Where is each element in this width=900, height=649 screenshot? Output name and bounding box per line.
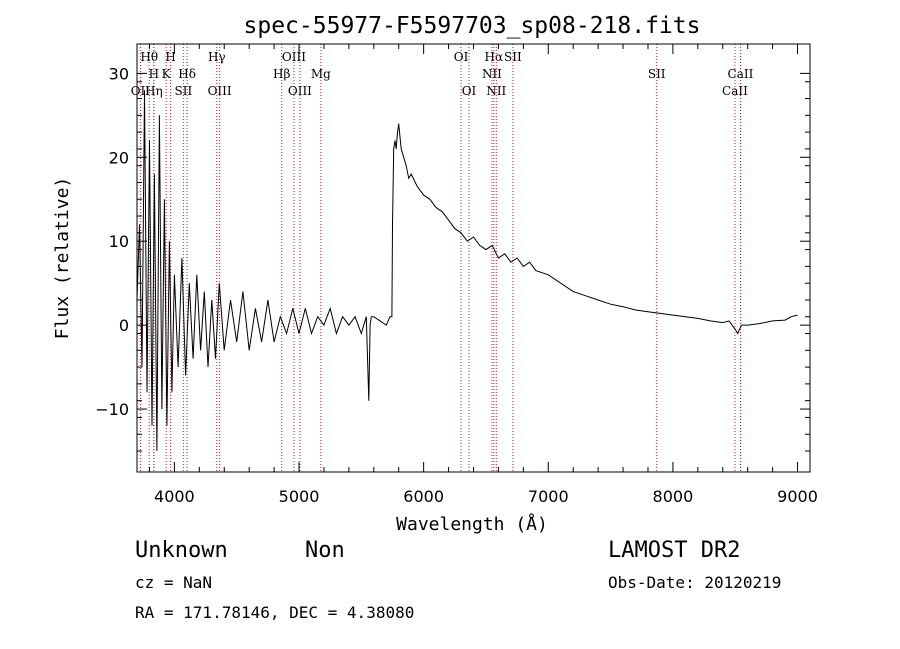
line-label-18: NII (482, 67, 502, 81)
line-label-13: OIII (288, 84, 312, 98)
y-tick-label-4: 30 (109, 64, 129, 83)
y-tick-label-0: −10 (95, 400, 129, 419)
x-tick-label-2: 6000 (403, 487, 444, 506)
x-axis-label: Wavelength (Å) (396, 513, 548, 535)
line-label-0: Hθ (140, 50, 158, 64)
line-label-19: NII (486, 84, 506, 98)
series-line-0 (136, 90, 798, 452)
line-label-16: Hα (485, 50, 504, 64)
line-label-2: OII (131, 84, 151, 98)
line-label-6: Hδ (178, 67, 196, 81)
line-label-15: OI (462, 84, 477, 98)
x-tick-label-0: 4000 (154, 487, 195, 506)
class-label: Unknown (135, 538, 228, 563)
line-label-12: Mg (311, 67, 331, 81)
line-label-7: SII (175, 84, 193, 98)
axis-ticks: 4000 5000 6000 7000 8000 9000 −10 0 10 20 30 (95, 44, 818, 506)
plot-frame (136, 43, 811, 473)
line-label-3: Hη (145, 84, 163, 98)
line-label-9: OIII (208, 84, 232, 98)
survey-label: LAMOST DR2 (608, 538, 741, 563)
y-axis-label: Flux (relative) (52, 177, 73, 340)
x-tick-label-1: 5000 (279, 487, 320, 506)
y-tick-label-3: 20 (109, 148, 129, 167)
coords-label: RA = 171.78146, DEC = 4.38080 (135, 603, 415, 622)
line-label-4: H (165, 50, 175, 64)
obs-date-label: Obs-Date: 20120219 (608, 573, 782, 592)
line-label-21: CaII (728, 67, 754, 81)
y-tick-label-2: 10 (109, 232, 129, 251)
x-tick-label-4: 8000 (653, 487, 694, 506)
line-label-14: OI (454, 50, 469, 64)
chart-title: spec-55977-F5597703_sp08-218.fits (244, 13, 701, 39)
line-label-5: K (162, 67, 172, 81)
line-label-11: Hβ (273, 67, 290, 81)
y-tick-label-1: 0 (119, 316, 129, 335)
line-label-22: CaII (722, 84, 748, 98)
subclass-label: Non (305, 538, 345, 563)
line-label-20: SII (648, 67, 666, 81)
x-tick-label-3: 7000 (528, 487, 569, 506)
line-label-17: SII (504, 50, 522, 64)
x-tick-label-5: 9000 (777, 487, 818, 506)
series-layer (136, 90, 798, 452)
cz-label: cz = NaN (135, 573, 213, 592)
line-label-8: Hγ (208, 50, 226, 64)
line-label-10: OIII (282, 50, 306, 64)
